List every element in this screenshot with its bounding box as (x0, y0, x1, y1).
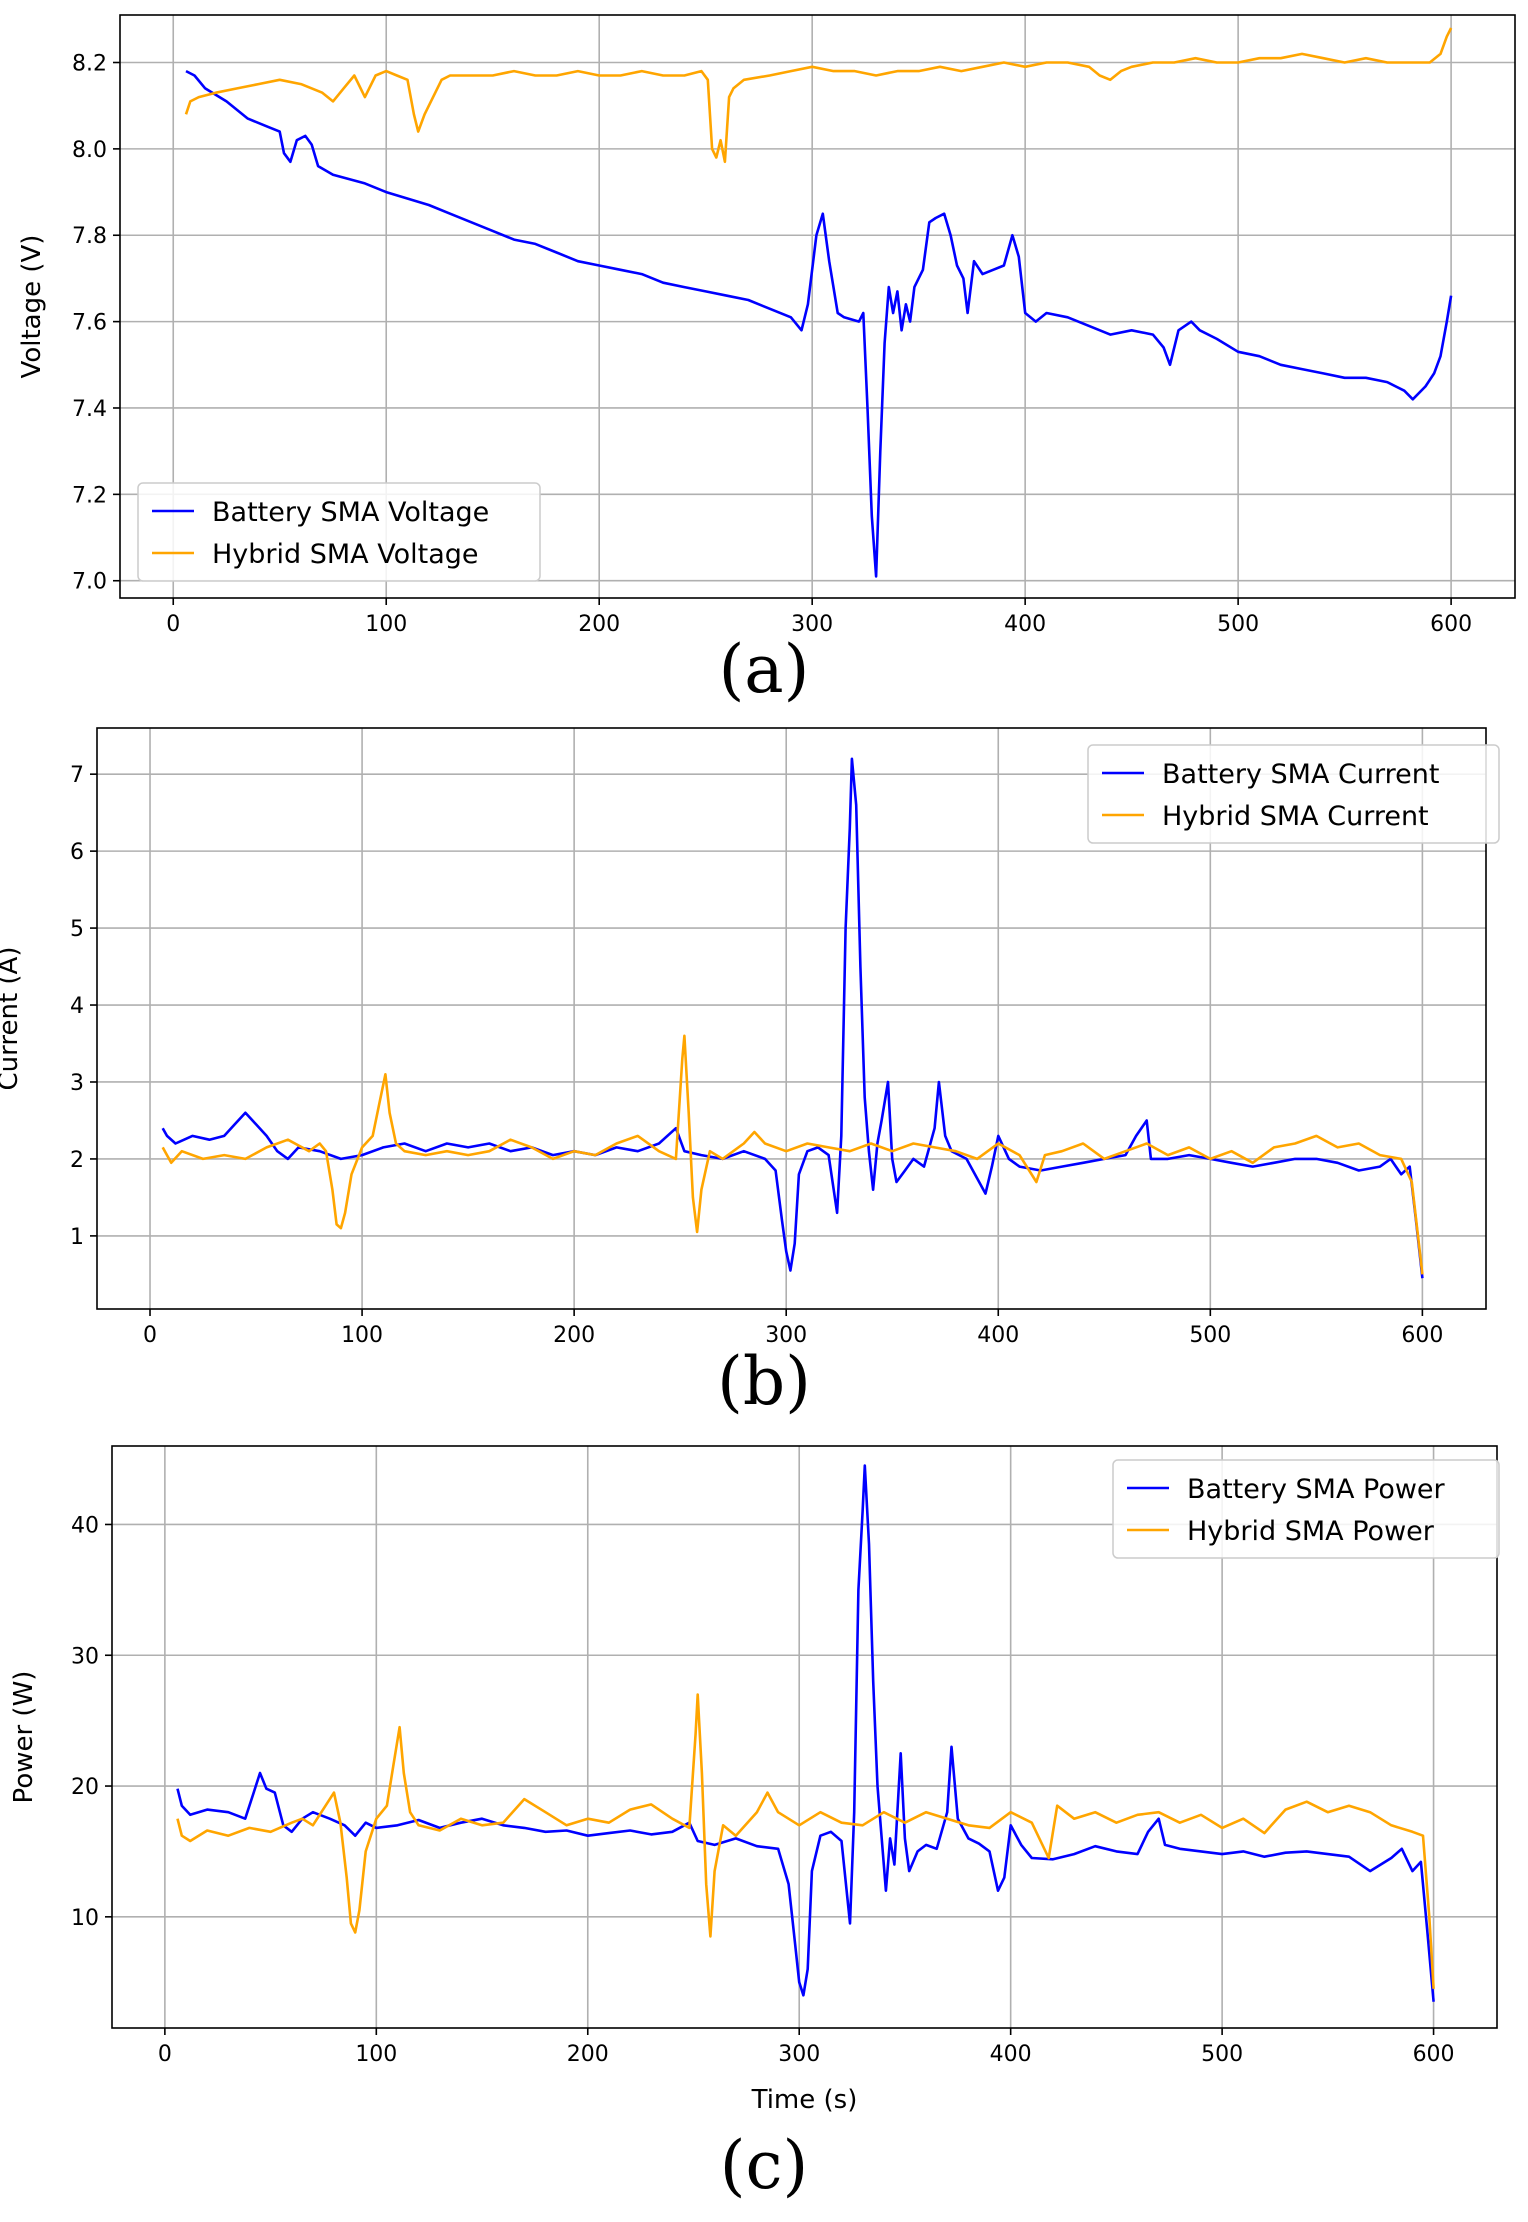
chart-c-legend-box (1112, 1459, 1500, 1559)
chart-b-legend-box (1087, 744, 1500, 844)
chart-b-x-tick-label: 0 (143, 1323, 157, 1348)
chart-b-y-tick-label: 1 (70, 1225, 84, 1250)
chart-b-legend-label-battery: Battery SMA Current (1162, 759, 1439, 790)
chart-a-plot-frame (119, 14, 1516, 599)
chart-a-caption: (a) (719, 631, 810, 708)
chart-c-y-tick-label: 20 (71, 1775, 99, 1800)
chart-c-x-tick-label: 100 (355, 2042, 397, 2067)
chart-a-y-tick-label: 7.8 (72, 224, 107, 249)
chart-a-legend-label-battery: Battery SMA Voltage (212, 497, 489, 528)
chart-b-x-tick-label: 600 (1401, 1323, 1443, 1348)
chart-c-y-tick-label: 40 (71, 1513, 99, 1538)
chart-b-caption: (b) (717, 1343, 811, 1420)
chart-a-x-tick-label: 400 (1004, 612, 1046, 637)
chart-a-x-tick-label: 0 (166, 612, 180, 637)
chart-b-y-tick-label: 7 (70, 763, 84, 788)
chart-b-y-tick-label: 5 (70, 917, 84, 942)
chart-a-x-tick-label: 600 (1430, 612, 1472, 637)
chart-c-legend-label-hybrid: Hybrid SMA Power (1187, 1516, 1435, 1547)
chart-c-x-tick-label: 200 (567, 2042, 609, 2067)
chart-a-x-tick-label: 200 (578, 612, 620, 637)
chart-a-y-axis-label: Voltage (V) (17, 235, 47, 379)
chart-b-x-tick-label: 200 (553, 1323, 595, 1348)
chart-b-y-tick-label: 6 (70, 840, 84, 865)
chart-a-legend-label-hybrid: Hybrid SMA Voltage (212, 539, 479, 570)
chart-a-y-tick-label: 7.4 (72, 397, 107, 422)
chart-a-y-tick-label: 8.2 (72, 52, 107, 77)
chart-b-plot-frame (96, 727, 1487, 1310)
chart-b-y-tick-label: 4 (70, 994, 84, 1019)
chart-a: 0 100 200 300 400 500 600 7.0 7.2 7.4 7.6 7.8 8.0 8.2… (17, 14, 1516, 708)
chart-a-y-tick-label: 7.6 (72, 311, 107, 336)
chart-a-legend: Battery SMA Voltage Hybrid SMA Voltage (137, 482, 541, 582)
chart-c-series-line-battery (176, 1464, 1435, 2002)
chart-a-y-tick-label: 7.2 (72, 483, 107, 508)
chart-c-x-axis-label: Time (s) (751, 2085, 858, 2115)
chart-c-y-tick-label: 30 (71, 1644, 99, 1669)
chart-a-y-tick-label: 7.0 (72, 570, 107, 595)
chart-a-x-tick-label: 300 (791, 612, 833, 637)
chart-c: 0 100 200 300 400 500 600 10 20 30 40 Power (W) Time… (9, 1445, 1500, 2204)
chart-b-y-tick-label: 3 (70, 1071, 84, 1096)
chart-a-y-tick-label: 8.0 (72, 138, 107, 163)
chart-c-y-axis-label: Power (W) (9, 1671, 39, 1804)
chart-b-y-tick-label: 2 (70, 1148, 84, 1173)
chart-c-x-tick-label: 0 (158, 2042, 172, 2067)
chart-c-plot-frame (111, 1445, 1498, 2029)
chart-a-series-line-battery (185, 69, 1453, 578)
chart-c-x-tick-label: 400 (990, 2042, 1032, 2067)
chart-a-legend-box (137, 482, 541, 582)
chart-c-x-tick-label: 500 (1201, 2042, 1243, 2067)
chart-a-x-tick-label: 100 (365, 612, 407, 637)
chart-c-caption: (c) (720, 2127, 808, 2204)
chart-b-legend-label-hybrid: Hybrid SMA Current (1162, 801, 1429, 832)
chart-b-x-tick-label: 100 (341, 1323, 383, 1348)
chart-c-series-line-hybrid (176, 1693, 1435, 1989)
chart-c-y-tick-label: 10 (71, 1906, 99, 1931)
chart-b-x-tick-label: 300 (765, 1323, 807, 1348)
chart-b-x-tick-label: 500 (1189, 1323, 1231, 1348)
chart-b: 0 100 200 300 400 500 600 1 2 3 4 5 6 7 Current (A) Bat… (0, 727, 1500, 1420)
chart-a-series-line-hybrid (184, 27, 1453, 164)
chart-b-y-axis-label: Current (A) (0, 947, 24, 1091)
chart-b-series-line-hybrid (161, 1034, 1424, 1275)
chart-c-legend: Battery SMA Power Hybrid SMA Power (1112, 1459, 1500, 1559)
chart-b-legend: Battery SMA Current Hybrid SMA Current (1087, 744, 1500, 844)
chart-a-x-tick-label: 500 (1217, 612, 1259, 637)
chart-c-x-tick-label: 300 (778, 2042, 820, 2067)
chart-b-x-tick-label: 400 (977, 1323, 1019, 1348)
chart-c-legend-label-battery: Battery SMA Power (1187, 1474, 1446, 1505)
chart-b-series-line-battery (161, 757, 1424, 1279)
chart-c-x-tick-label: 600 (1413, 2042, 1455, 2067)
